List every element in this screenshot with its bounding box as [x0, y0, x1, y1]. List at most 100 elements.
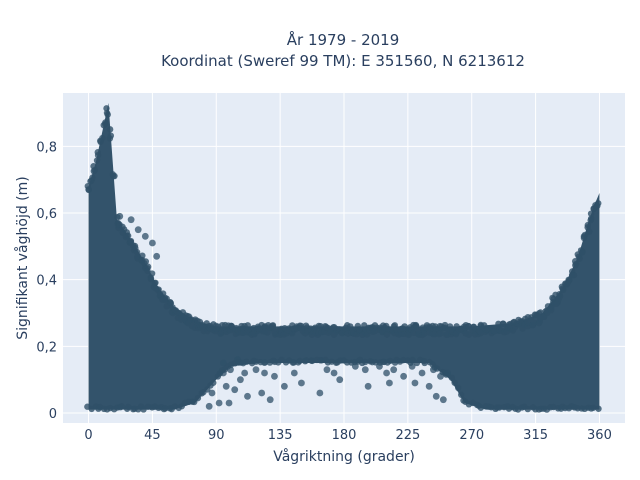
y-tick-label: 0,8 — [36, 140, 57, 155]
scatter-point — [134, 253, 141, 260]
scatter-point — [90, 163, 97, 170]
scatter-point — [222, 382, 230, 390]
scatter-point — [458, 391, 465, 398]
scatter-point — [104, 111, 111, 118]
scatter-point — [234, 356, 241, 364]
y-tick-label: 0 — [49, 407, 57, 422]
scatter-point — [219, 359, 227, 367]
scatter-point — [405, 331, 412, 339]
scatter-point — [537, 309, 544, 316]
scatter-points — [84, 105, 602, 413]
scatter-point — [125, 403, 132, 411]
scatter-point — [241, 369, 249, 377]
scatter-point — [495, 320, 502, 328]
scatter-point — [151, 279, 158, 287]
scatter-point — [127, 216, 135, 224]
scatter-point — [437, 372, 444, 380]
scatter-point — [524, 405, 531, 413]
scatter-point — [303, 357, 310, 364]
scatter-point — [418, 369, 426, 377]
scatter-point — [153, 252, 161, 260]
scatter-point — [586, 228, 593, 235]
scatter-point — [97, 138, 104, 146]
scatter-point — [556, 293, 564, 300]
x-axis-label: Vågriktning (grader) — [273, 448, 415, 465]
chart-title: År 1979 - 2019 — [287, 30, 400, 49]
scatter-point — [93, 157, 101, 164]
y-tick-label: 0,6 — [36, 207, 57, 222]
scatter-point — [244, 392, 251, 400]
scatter-point — [134, 226, 142, 234]
scatter-point — [595, 200, 602, 207]
scatter-point — [364, 382, 372, 390]
x-tick-label: 180 — [332, 428, 357, 443]
scatter-point — [477, 404, 485, 411]
scatter-point — [271, 372, 278, 380]
scatter-point — [451, 379, 458, 386]
scatter-point — [412, 321, 420, 329]
scatter-point — [316, 389, 324, 397]
scatter-point — [149, 239, 156, 247]
x-axis-ticks: 0 45 90 135 180 225 270 315 360 — [84, 428, 611, 443]
scatter-point — [425, 382, 433, 390]
scatter-point — [118, 403, 125, 410]
scatter-point — [465, 322, 472, 330]
x-tick-label: 225 — [395, 428, 420, 443]
scatter-point — [302, 322, 310, 329]
scatter-point — [227, 366, 234, 374]
scatter-point — [208, 389, 216, 397]
scatter-point — [162, 296, 169, 304]
scatter-point — [296, 357, 303, 365]
scatter-point — [225, 399, 233, 407]
scatter-point — [133, 248, 141, 256]
scatter-point — [119, 223, 126, 231]
scatter-point — [205, 402, 213, 410]
scatter-point — [271, 328, 278, 336]
scatter-point — [590, 404, 597, 411]
scatter-point — [588, 215, 595, 222]
scatter-point — [162, 405, 169, 412]
scatter-point — [308, 357, 316, 365]
scatter-point — [106, 135, 114, 142]
scatter-point — [258, 389, 266, 397]
scatter-point — [147, 275, 155, 283]
chart-subtitle: Koordinat (Sweref 99 TM): E 351560, N 62… — [161, 52, 525, 70]
scatter-point — [94, 151, 102, 159]
scatter-point — [399, 325, 406, 332]
scatter-point — [330, 369, 338, 377]
scatter-point — [87, 178, 94, 185]
y-tick-label: 0,2 — [36, 340, 57, 355]
scatter-point — [131, 242, 139, 250]
scatter-point — [430, 366, 437, 374]
scatter-point — [383, 369, 390, 377]
scatter-point — [280, 382, 288, 390]
scatter-point — [261, 359, 269, 366]
x-tick-label: 45 — [144, 428, 161, 443]
scatter-point — [266, 396, 274, 404]
scatter-point — [421, 359, 428, 367]
scatter-point — [421, 330, 428, 337]
y-axis-label: Signifikant våghöjd (m) — [14, 176, 31, 339]
scatter-point — [499, 320, 507, 327]
scatter-point — [219, 369, 227, 377]
scatter-point — [103, 105, 110, 112]
scatter-point — [252, 358, 260, 365]
scatter-point — [323, 366, 331, 374]
scatter-point — [116, 212, 124, 220]
scatter-point — [243, 358, 250, 365]
scatter-point — [269, 322, 277, 329]
scatter-point — [231, 386, 239, 394]
scatter-point — [330, 331, 338, 338]
x-tick-label: 90 — [208, 428, 225, 443]
x-tick-label: 360 — [587, 428, 612, 443]
scatter-point — [454, 384, 462, 392]
scatter-point — [587, 210, 595, 217]
scatter-point — [595, 405, 602, 412]
scatter-point — [148, 270, 156, 277]
scatter-point — [432, 392, 440, 400]
scatter-point — [376, 362, 383, 370]
scatter-point — [496, 404, 503, 411]
scatter-point — [387, 357, 394, 365]
scatter-point — [152, 285, 160, 292]
